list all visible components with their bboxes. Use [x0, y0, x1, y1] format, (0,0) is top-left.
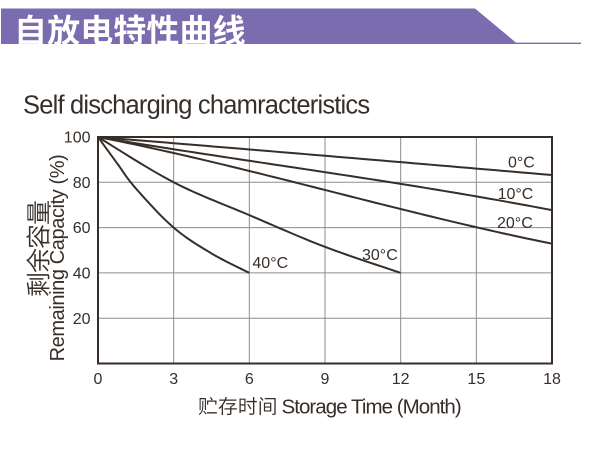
svg-text:15: 15 — [467, 371, 485, 388]
svg-text:40: 40 — [73, 266, 91, 283]
svg-text:40°C: 40°C — [252, 255, 288, 272]
svg-text:Self discharging chamracterist: Self discharging chamracteristics — [23, 91, 369, 119]
svg-text:20°C: 20°C — [497, 215, 533, 232]
svg-text:3: 3 — [169, 371, 178, 388]
svg-text:80: 80 — [73, 175, 91, 192]
svg-text:6: 6 — [245, 371, 254, 388]
svg-text:30°C: 30°C — [362, 247, 398, 264]
svg-text:18: 18 — [543, 371, 561, 388]
svg-text:20: 20 — [73, 311, 91, 328]
svg-text:10°C: 10°C — [498, 186, 534, 203]
svg-text:12: 12 — [392, 371, 410, 388]
svg-text:0°C: 0°C — [508, 155, 535, 172]
svg-text:60: 60 — [73, 220, 91, 237]
svg-text:9: 9 — [321, 371, 330, 388]
svg-text:0: 0 — [94, 371, 103, 388]
svg-text:100: 100 — [64, 130, 91, 147]
svg-text:Remaining Capacity (%): Remaining Capacity (%) — [47, 155, 69, 362]
svg-text:Storage Time (Month): Storage Time (Month) — [282, 396, 461, 419]
